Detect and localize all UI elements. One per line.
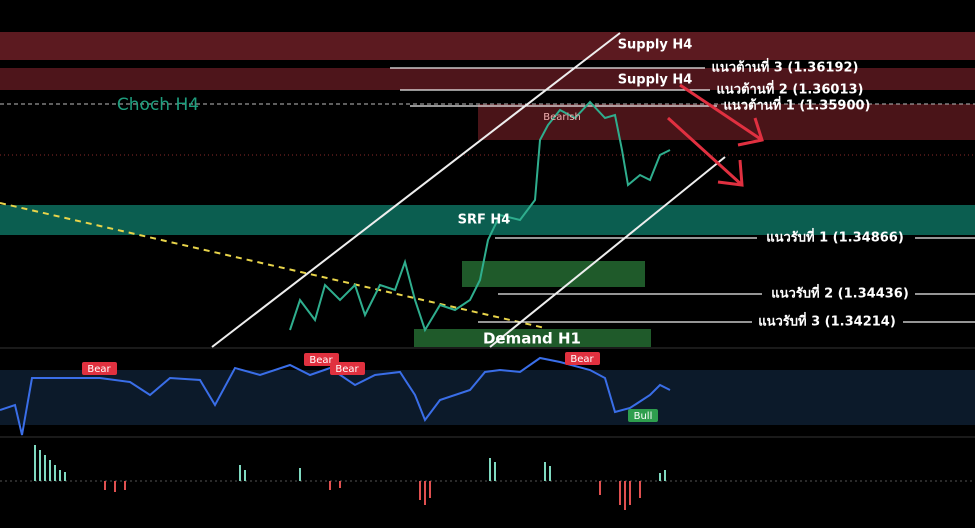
signal-label: Bear — [87, 364, 111, 375]
level-label: แนวต้านที่ 1 (1.35900) — [724, 96, 871, 114]
demand-zone — [414, 329, 651, 347]
signal-label: Bull — [634, 411, 653, 422]
level-label: แนวรับที่ 2 (1.34436) — [771, 284, 909, 302]
trend-line — [0, 202, 546, 329]
supply-zone — [0, 68, 975, 90]
zone-label: SRF H4 — [458, 213, 511, 228]
arrows — [666, 83, 764, 187]
signal-label: Bear — [570, 354, 594, 365]
channel-line — [489, 156, 726, 348]
level-label: แนวต้านที่ 2 (1.36013) — [717, 80, 864, 98]
signal-label: Bear — [309, 355, 333, 366]
histogram-pos — [34, 445, 666, 481]
signal-label: Bearish — [543, 112, 581, 123]
demand-zone — [462, 261, 645, 287]
rsi-line — [0, 356, 671, 436]
level-lines — [390, 67, 975, 323]
level-label: แนวรับที่ 1 (1.34866) — [766, 228, 904, 246]
signal-tags — [82, 352, 658, 422]
level-label: แนวรับที่ 3 (1.34214) — [758, 312, 896, 330]
srf-zone — [0, 205, 975, 235]
rsi-band — [0, 370, 975, 425]
zone-label: Supply H4 — [618, 38, 693, 53]
signal-label: Bear — [335, 364, 359, 375]
supply-zone — [0, 32, 975, 60]
price-path — [289, 100, 671, 333]
zone-label: Supply H4 — [618, 73, 693, 88]
zone-label: Choch H4 — [117, 95, 199, 115]
zone-label: Demand H1 — [483, 330, 581, 348]
level-label: แนวต้านที่ 3 (1.36192) — [712, 58, 859, 76]
channel-line — [211, 32, 621, 348]
histogram-neg — [104, 481, 641, 510]
